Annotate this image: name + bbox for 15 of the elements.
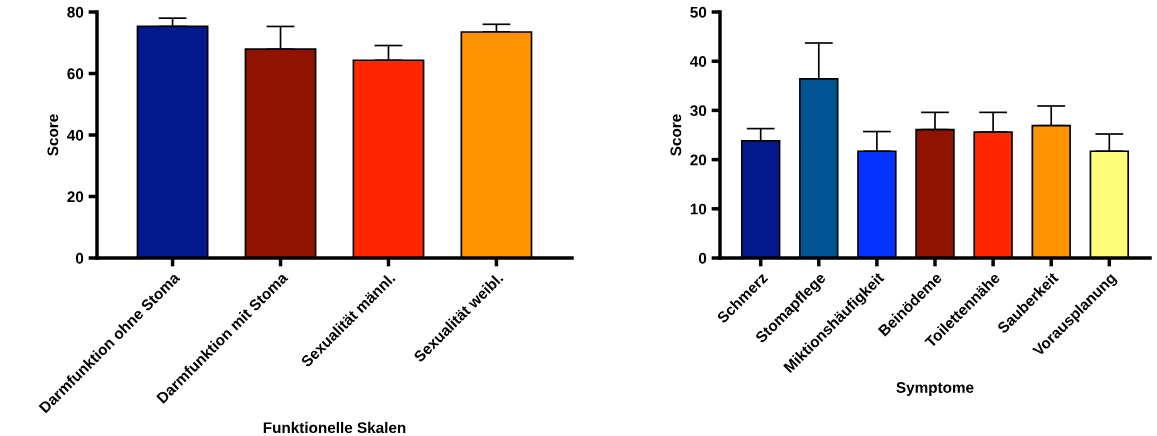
y-tick-label: 80 xyxy=(67,6,84,18)
x-axis-title: Funktionelle Skalen xyxy=(263,421,406,434)
y-tick-label: 30 xyxy=(690,105,707,117)
y-tick-label: 10 xyxy=(690,203,707,215)
y-tick-label: 50 xyxy=(690,6,707,18)
y-axis-title: Score xyxy=(670,114,682,156)
y-axis-title: Score xyxy=(47,114,59,156)
y-tick-label: 20 xyxy=(690,154,707,166)
y-tick-label: 0 xyxy=(75,252,84,264)
y-tick-label: 20 xyxy=(67,191,84,203)
y-tick-label: 0 xyxy=(698,252,707,264)
y-tick-label: 60 xyxy=(67,68,84,80)
y-tick-label: 40 xyxy=(67,129,84,141)
y-tick-label: 40 xyxy=(690,56,707,67)
x-axis-title: Symptome xyxy=(896,382,974,396)
